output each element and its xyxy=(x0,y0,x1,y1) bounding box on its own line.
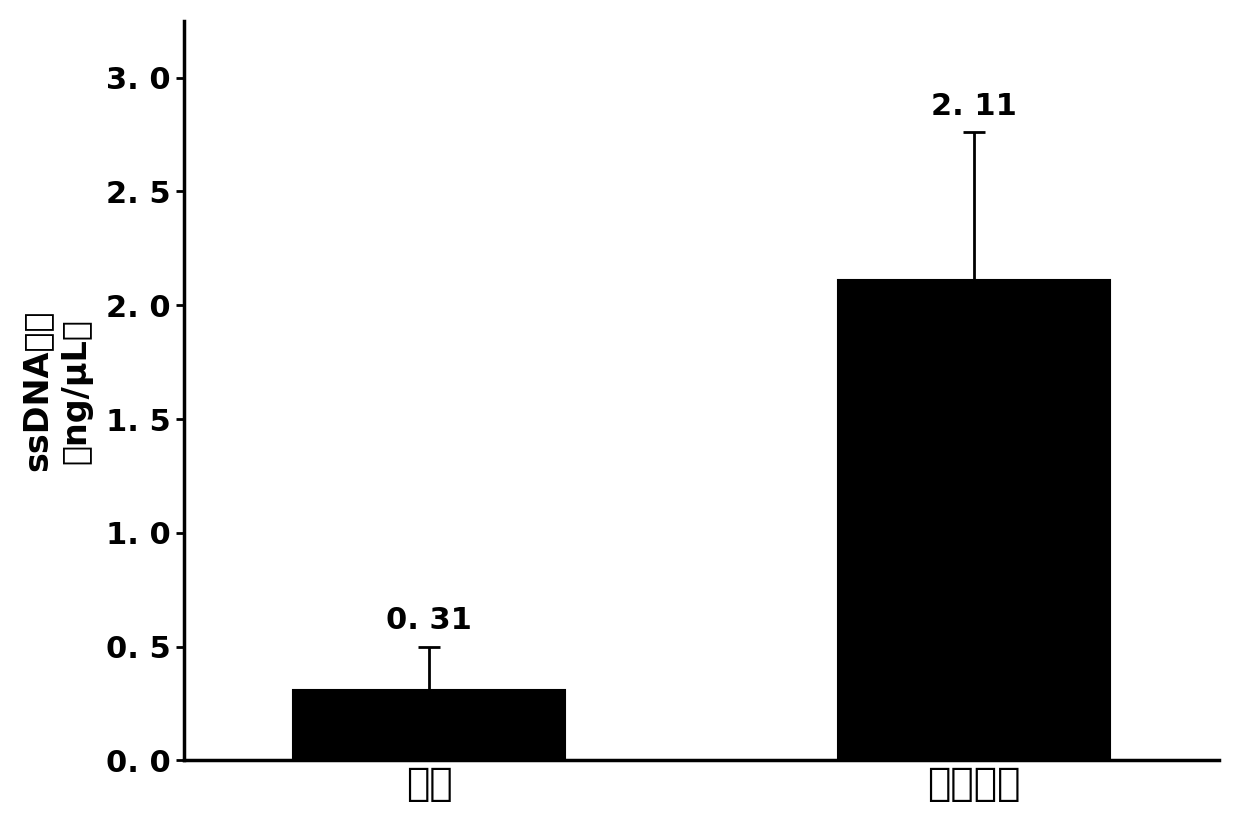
Text: 0. 31: 0. 31 xyxy=(386,606,472,635)
Bar xyxy=(293,690,565,761)
Y-axis label: ssDNA浓度
（ng/μL）: ssDNA浓度 （ng/μL） xyxy=(21,310,92,471)
Bar xyxy=(838,280,1110,761)
Text: 2. 11: 2. 11 xyxy=(931,92,1017,121)
